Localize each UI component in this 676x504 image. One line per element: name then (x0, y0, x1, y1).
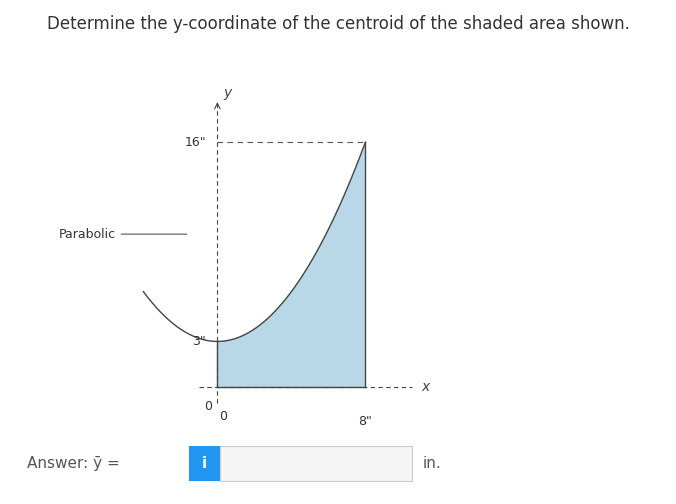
Text: i: i (201, 456, 207, 471)
Text: y: y (223, 86, 231, 100)
Text: 0: 0 (204, 400, 212, 413)
Text: Parabolic: Parabolic (59, 228, 187, 240)
Text: Answer: ȳ =: Answer: ȳ = (27, 456, 120, 471)
Text: 3": 3" (193, 335, 206, 348)
Text: in.: in. (422, 456, 441, 471)
Text: 8": 8" (358, 415, 372, 428)
Polygon shape (218, 142, 366, 388)
Text: 16": 16" (185, 136, 206, 149)
Text: Determine the y-coordinate of the centroid of the shaded area shown.: Determine the y-coordinate of the centro… (47, 15, 629, 33)
Text: 0: 0 (219, 410, 227, 423)
Text: x: x (421, 381, 429, 395)
